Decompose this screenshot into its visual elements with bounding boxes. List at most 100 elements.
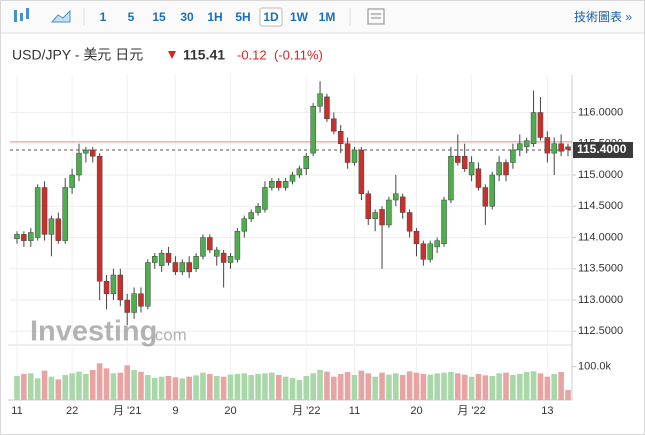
volume-bar xyxy=(393,373,399,400)
volume-bar xyxy=(448,372,454,400)
interval-button[interactable]: 15 xyxy=(152,10,166,24)
volume-bar xyxy=(461,374,468,400)
candle-body xyxy=(468,162,475,176)
candle-body xyxy=(289,174,296,182)
x-tick-label: 11 xyxy=(349,405,360,417)
interval-button[interactable]: 1D xyxy=(263,10,279,24)
volume-bar xyxy=(27,373,34,400)
volume-bar xyxy=(475,374,482,400)
volume-bar xyxy=(275,375,282,400)
candle-body xyxy=(551,143,557,154)
candles-icon[interactable] xyxy=(14,8,29,22)
volume-bar xyxy=(83,374,89,400)
candle-body xyxy=(48,218,55,235)
interval-button[interactable]: 1 xyxy=(100,10,107,24)
candle-body xyxy=(269,181,275,188)
volume-bar xyxy=(165,376,172,400)
interval-button[interactable]: 5 xyxy=(128,10,135,24)
candle-body xyxy=(145,262,151,307)
volume-bar xyxy=(386,374,392,400)
volume-bar xyxy=(358,370,365,400)
volume-bar xyxy=(489,376,496,400)
volume-bar xyxy=(269,372,275,400)
volume-bar xyxy=(14,376,20,400)
candle-body xyxy=(558,143,564,152)
y-tick-label: 116.0000 xyxy=(578,106,623,118)
candle-body xyxy=(220,252,227,263)
volume-bar xyxy=(434,373,440,400)
volume-bar xyxy=(468,376,475,400)
candle-body xyxy=(179,262,186,273)
candle-body xyxy=(41,187,48,235)
candle-body xyxy=(165,252,172,263)
volume-bar xyxy=(103,368,110,400)
price-tag-box xyxy=(573,142,633,158)
volume-bar xyxy=(151,378,158,400)
x-tick-label: 月 '21 xyxy=(113,405,141,417)
candle-body xyxy=(227,256,234,263)
candle-body xyxy=(441,199,447,244)
volume-bar xyxy=(138,371,144,400)
candle-body xyxy=(310,106,316,154)
down-arrow xyxy=(168,51,176,59)
interval-button[interactable]: 1M xyxy=(319,10,336,24)
candle-body xyxy=(482,187,489,207)
candle-body xyxy=(262,187,268,210)
candle-body xyxy=(503,162,509,176)
candle-body xyxy=(76,152,82,176)
volume-bar xyxy=(248,375,254,400)
volume-bar xyxy=(420,374,427,400)
y-tick-label: 114.0000 xyxy=(578,231,623,243)
interval-button[interactable]: 30 xyxy=(180,10,194,24)
volume-bar xyxy=(523,372,530,400)
volume-bar xyxy=(289,378,296,400)
candle-body xyxy=(296,168,303,176)
volume-bar xyxy=(48,376,55,400)
candle-body xyxy=(510,149,516,163)
candle-body xyxy=(489,174,495,207)
candle-body xyxy=(248,212,254,219)
volume-bar xyxy=(413,372,420,400)
volume-bar xyxy=(207,374,213,400)
candle-body xyxy=(124,299,130,313)
toolbar xyxy=(1,1,644,33)
candle-body xyxy=(90,149,96,157)
y-tick-label: 112.5000 xyxy=(578,325,623,337)
table-icon[interactable] xyxy=(367,8,385,25)
volume-bar xyxy=(296,380,303,400)
candle-body xyxy=(544,137,551,154)
candle-body xyxy=(152,256,158,263)
candle-body xyxy=(537,112,544,138)
area-icon[interactable] xyxy=(50,9,71,23)
interval-button[interactable]: 5H xyxy=(235,10,250,24)
volume-bar xyxy=(69,373,75,400)
technical-chart-link[interactable]: 技術圖表 » xyxy=(574,10,632,24)
candle-body xyxy=(117,274,124,301)
volume-bar xyxy=(503,372,509,400)
candle-body xyxy=(62,187,68,241)
volume-bar xyxy=(441,372,447,400)
selected-interval-box xyxy=(259,7,283,27)
y-tick-label: 113.0000 xyxy=(578,294,623,306)
volume-bar xyxy=(544,376,551,400)
candle-body xyxy=(158,252,165,266)
candle-body xyxy=(475,168,482,188)
candle-body xyxy=(379,209,385,226)
volume-bar xyxy=(399,375,406,400)
volume-bar xyxy=(324,371,330,400)
interval-button[interactable]: 1W xyxy=(290,10,309,24)
volume-bar xyxy=(331,376,337,400)
volume-bar xyxy=(34,378,41,400)
volume-bar xyxy=(558,372,564,400)
y-tick-label: 113.5000 xyxy=(578,263,623,275)
interval-button[interactable]: 1H xyxy=(207,10,222,24)
volume-bar xyxy=(227,374,234,400)
plot xyxy=(10,81,572,400)
candle-body xyxy=(282,181,289,188)
volume-bar xyxy=(406,371,413,400)
volume-bar xyxy=(89,370,96,400)
volume-bar xyxy=(117,372,124,400)
candle-body xyxy=(344,143,351,163)
